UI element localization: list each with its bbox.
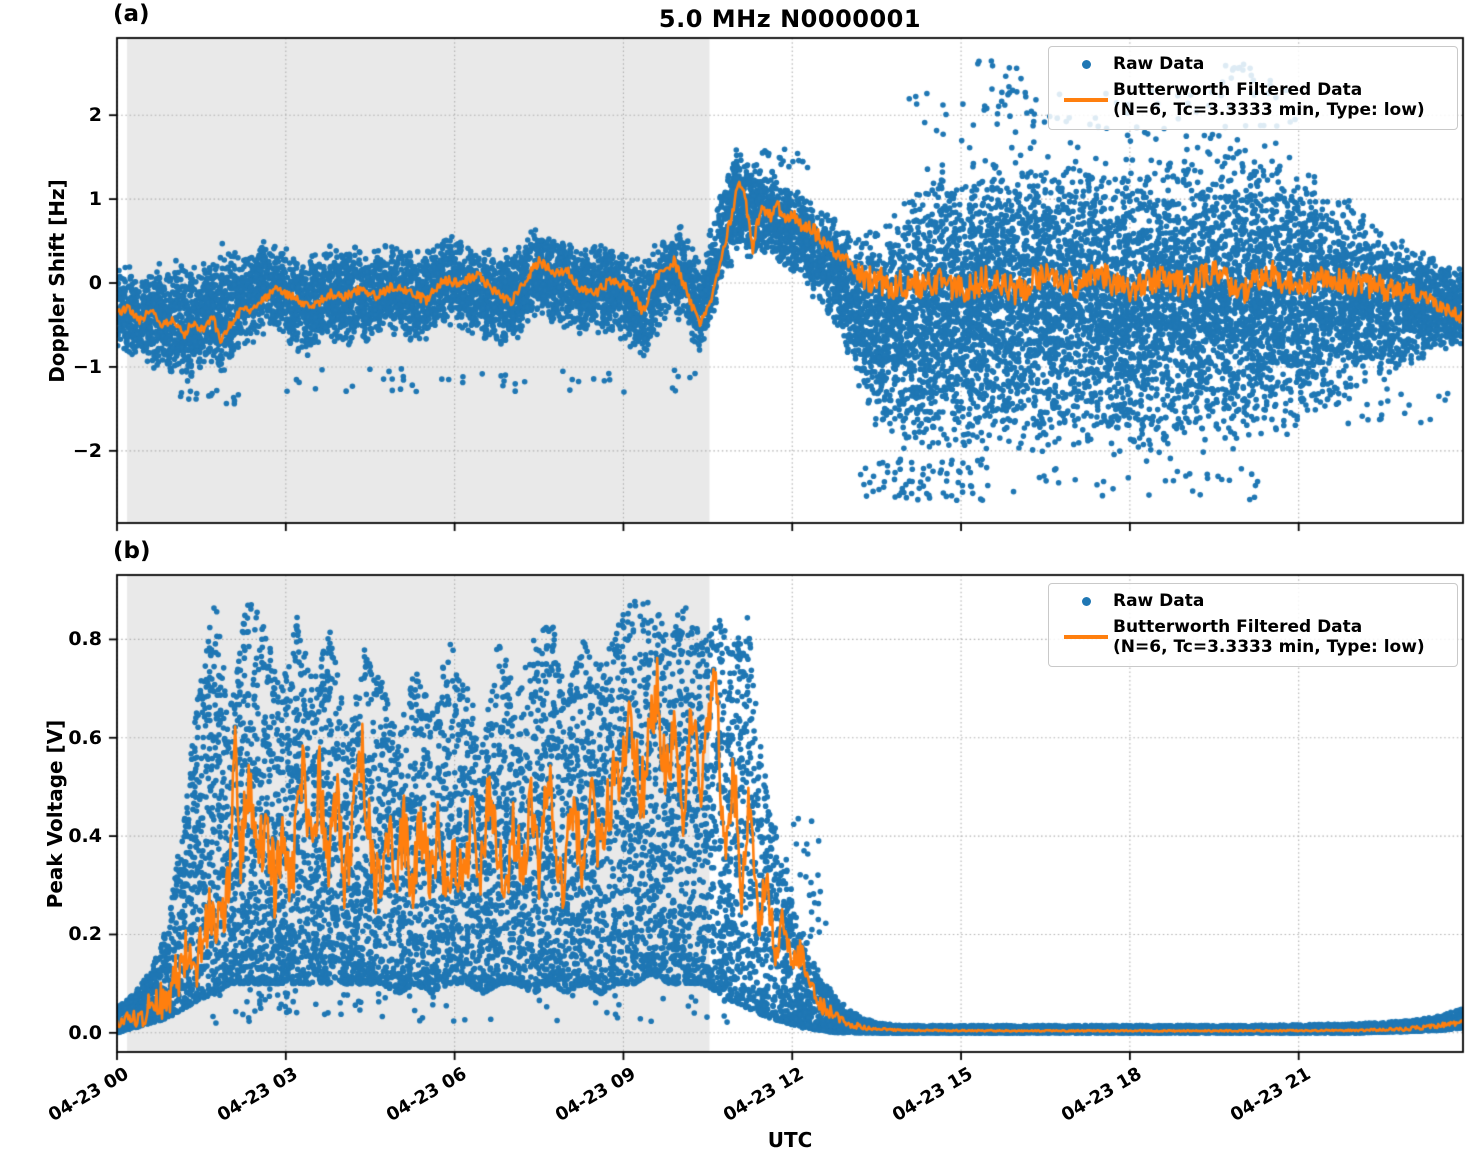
panel-b-ytick-label: 0.2: [68, 923, 102, 946]
legend-entry-filtered: Butterworth Filtered Data (N=6, Tc=3.333…: [1059, 617, 1447, 658]
panel-b-ytick-label: 0.6: [68, 726, 102, 749]
panel-b-tag: (b): [113, 538, 151, 564]
legend-raw-label: Raw Data: [1113, 591, 1205, 611]
legend-filtered-label-line2: (N=6, Tc=3.3333 min, Type: low): [1113, 100, 1425, 121]
panel-a-ytick-label: 1: [88, 188, 102, 211]
filtered-line-marker-icon: [1059, 635, 1113, 640]
panel-a-ytick-label: 0: [88, 272, 102, 295]
legend-filtered-label: Butterworth Filtered Data (N=6, Tc=3.333…: [1113, 617, 1425, 658]
figure-title: 5.0 MHz N0000001: [658, 5, 922, 33]
panel-b-ytick-label: 0.8: [68, 628, 102, 651]
legend-entry-filtered: Butterworth Filtered Data (N=6, Tc=3.333…: [1059, 80, 1447, 121]
legend-filtered-label-line2: (N=6, Tc=3.3333 min, Type: low): [1113, 637, 1425, 658]
legend-entry-raw: Raw Data: [1059, 591, 1447, 612]
x-axis-label: UTC: [767, 1128, 813, 1152]
legend-filtered-label-line1: Butterworth Filtered Data: [1113, 79, 1363, 100]
legend-filtered-label: Butterworth Filtered Data (N=6, Tc=3.333…: [1113, 80, 1425, 121]
panel-b-legend: Raw Data Butterworth Filtered Data (N=6,…: [1048, 583, 1458, 668]
raw-data-marker-icon: [1059, 596, 1113, 606]
filtered-line-marker-icon: [1059, 98, 1113, 103]
panel-b-ytick-label: 0.0: [68, 1021, 102, 1044]
panel-a-tag: (a): [113, 1, 150, 27]
raw-data-marker-icon: [1059, 59, 1113, 69]
panel-a-ytick-label: −2: [72, 439, 102, 462]
legend-entry-raw: Raw Data: [1059, 54, 1447, 75]
panel-b-ytick-label: 0.4: [68, 825, 102, 848]
panel-a-legend: Raw Data Butterworth Filtered Data (N=6,…: [1048, 46, 1458, 131]
panel-a-ytick-label: −1: [72, 355, 102, 378]
panel-b-ylabel: Peak Voltage [V]: [43, 719, 67, 909]
legend-filtered-label-line1: Butterworth Filtered Data: [1113, 616, 1363, 637]
panel-a-ytick-label: 2: [88, 104, 102, 127]
legend-raw-label: Raw Data: [1113, 54, 1205, 74]
